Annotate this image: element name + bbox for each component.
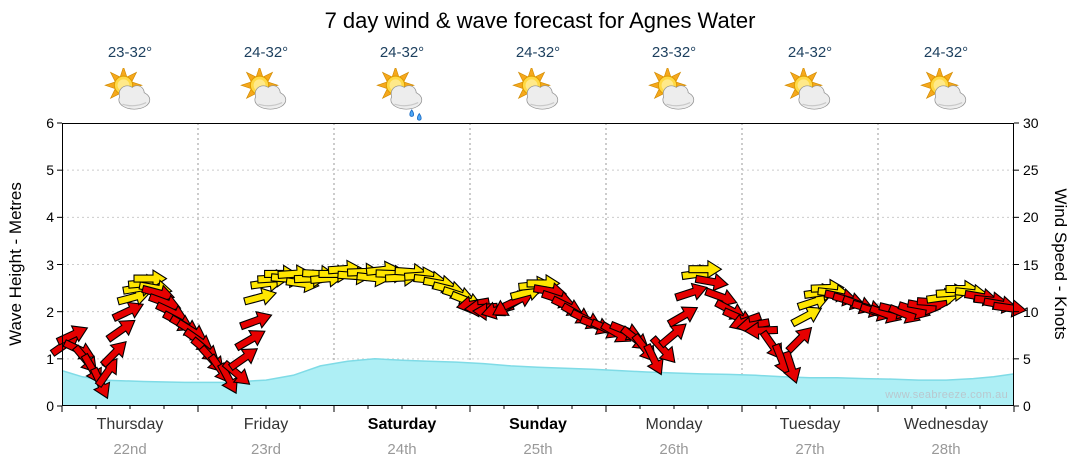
day-temperature: 24-32° bbox=[515, 44, 561, 61]
day-date: 27th bbox=[795, 441, 825, 458]
day-date: 28th bbox=[931, 441, 961, 458]
wind-arrow bbox=[243, 287, 278, 306]
day-temperature: 23-32° bbox=[107, 44, 153, 61]
day-temperature: 23-32° bbox=[651, 44, 697, 61]
y-axis-tick-label-right: 0 bbox=[1023, 398, 1031, 414]
weather-icon-partly-cloudy bbox=[101, 65, 159, 122]
day-date: 24th bbox=[387, 441, 417, 458]
rain-drop-icon bbox=[416, 112, 422, 121]
y-axis-tick-label-left: 0 bbox=[46, 398, 54, 414]
day-date: 25th bbox=[523, 441, 553, 458]
wind-arrow bbox=[217, 362, 238, 395]
wind-arrow bbox=[785, 326, 813, 354]
wind-arrow bbox=[227, 348, 259, 372]
wave-height-area bbox=[62, 358, 1014, 406]
wind-arrow bbox=[649, 335, 676, 364]
day-temperature: 24-32° bbox=[787, 44, 833, 61]
wind-arrow bbox=[643, 343, 664, 376]
y-axis-tick-label-left: 4 bbox=[46, 209, 54, 226]
wave-height-line bbox=[61, 358, 1015, 384]
y-axis-tick-label-left: 5 bbox=[46, 162, 54, 179]
watermark: www.seabreeze.com.au bbox=[885, 389, 1008, 401]
plot-border bbox=[62, 123, 1014, 406]
wind-arrow bbox=[221, 359, 251, 385]
y-axis-tick-label-right: 30 bbox=[1023, 115, 1039, 131]
y-axis-tick-label-right: 5 bbox=[1023, 350, 1031, 367]
weather-icon-partly-cloudy bbox=[237, 65, 295, 122]
y-axis-tick-label-right: 10 bbox=[1023, 303, 1039, 320]
y-axis-tick-label-left: 2 bbox=[46, 303, 54, 320]
wind-arrow bbox=[694, 272, 729, 292]
wind-arrow bbox=[704, 287, 738, 307]
day-date: 23rd bbox=[250, 441, 282, 458]
day-name: Tuesday bbox=[779, 416, 841, 433]
day-temperature: 24-32° bbox=[243, 44, 289, 61]
day-name: Saturday bbox=[367, 416, 437, 433]
wind-arrow bbox=[239, 310, 273, 331]
day-date: 26th bbox=[659, 441, 689, 458]
plot-area bbox=[49, 122, 1027, 412]
day-temperature: 24-32° bbox=[923, 44, 969, 61]
wind-arrow bbox=[782, 350, 802, 385]
wind-arrow bbox=[674, 282, 708, 302]
day-temperature: 24-32° bbox=[379, 44, 425, 61]
wind-arrow bbox=[234, 330, 266, 352]
day-name: Sunday bbox=[509, 416, 567, 433]
chart-title: 7 day wind & wave forecast for Agnes Wat… bbox=[324, 8, 756, 33]
y-axis-tick-label-right: 25 bbox=[1023, 162, 1039, 179]
y-axis-tick-label-left: 3 bbox=[46, 256, 54, 273]
weather-icon-partly-cloudy bbox=[781, 65, 839, 122]
weather-icon-partly-cloudy bbox=[509, 65, 567, 122]
day-name: Wednesday bbox=[903, 416, 989, 433]
wind-arrow bbox=[111, 301, 145, 322]
day-date: 22nd bbox=[113, 441, 147, 458]
wind-arrow bbox=[105, 319, 136, 343]
weather-icon-partly-cloudy bbox=[645, 65, 703, 122]
wind-arrow bbox=[790, 306, 823, 328]
rain-drop-icon bbox=[409, 109, 415, 117]
y-axis-tick-label-right: 20 bbox=[1023, 209, 1039, 226]
wind-arrow bbox=[688, 259, 723, 279]
weather-icon-partly-cloudy bbox=[917, 65, 975, 122]
y-axis-tick-label-left: 6 bbox=[46, 115, 54, 131]
day-name: Friday bbox=[243, 416, 289, 433]
wind-arrow bbox=[666, 306, 699, 328]
y-axis-tick-label-right: 15 bbox=[1023, 256, 1039, 273]
weather-icon-partly-cloudy-showers bbox=[373, 65, 431, 122]
day-name: Monday bbox=[645, 416, 703, 433]
wind-arrow bbox=[658, 323, 687, 349]
y-axis-tick-label-left: 1 bbox=[46, 350, 54, 367]
wind-arrow bbox=[743, 321, 779, 341]
wind-arrow bbox=[99, 340, 127, 368]
day-name: Thursday bbox=[96, 416, 164, 433]
